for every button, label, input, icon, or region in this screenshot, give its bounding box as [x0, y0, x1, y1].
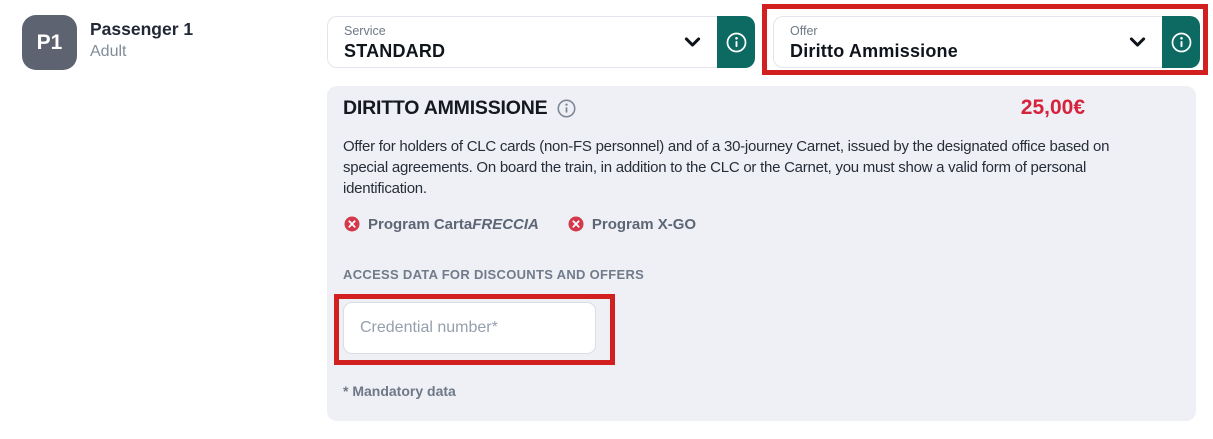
info-icon [1171, 32, 1191, 52]
offer-details-panel: DIRITTO AMMISSIONE 25,00€ Offer for hold… [327, 86, 1196, 421]
offer-description-line: special agreements. On board the train, … [343, 159, 1087, 176]
program-cartafreccia: Program CartaFRECCIA [343, 215, 539, 233]
service-select-value: STANDARD [344, 41, 446, 61]
service-info-button[interactable] [717, 16, 755, 68]
service-select[interactable]: Service STANDARD [327, 16, 755, 68]
offer-select-field[interactable]: Offer Diritto Ammissione [773, 16, 1162, 68]
chevron-down-icon [1129, 37, 1146, 47]
offer-select-value: Diritto Ammissione [790, 41, 958, 61]
program-label: Program CartaFRECCIA [368, 215, 539, 233]
program-label: Program X-GO [591, 215, 697, 233]
x-circle-icon [568, 216, 584, 232]
excluded-programs-row: Program CartaFRECCIA Program X-GO [343, 215, 696, 233]
offer-price: 25,00€ [1020, 96, 1085, 119]
offer-select-label: Offer [790, 24, 818, 38]
offer-description-line: Offer for holders of CLC cards (non-FS p… [343, 138, 1110, 155]
offer-select[interactable]: Offer Diritto Ammissione [773, 16, 1200, 68]
mandatory-data-note: * Mandatory data [343, 383, 456, 399]
offer-description-line: identification. [343, 180, 427, 197]
info-icon[interactable] [556, 98, 577, 119]
passenger-row: P1 Passenger 1 Adult [22, 15, 193, 70]
chevron-down-icon [684, 37, 701, 47]
access-data-header: ACCESS DATA FOR DISCOUNTS AND OFFERS [343, 267, 645, 282]
service-select-field[interactable]: Service STANDARD [327, 16, 717, 68]
offer-info-button[interactable] [1162, 16, 1200, 68]
program-xgo: Program X-GO [567, 215, 696, 233]
offer-title: DIRITTO AMMISSIONE [343, 97, 548, 119]
passenger-type: Adult [90, 43, 127, 60]
passenger-info: Passenger 1 Adult [90, 15, 193, 61]
offer-description: Offer for holders of CLC cards (non-FS p… [343, 136, 1110, 199]
passenger-badge: P1 [22, 15, 77, 70]
credential-number-input[interactable] [343, 302, 596, 354]
passenger-name: Passenger 1 [90, 19, 194, 39]
service-select-label: Service [344, 24, 386, 38]
offer-title-row: DIRITTO AMMISSIONE [343, 97, 577, 120]
info-icon [726, 32, 746, 52]
x-circle-icon [344, 216, 360, 232]
